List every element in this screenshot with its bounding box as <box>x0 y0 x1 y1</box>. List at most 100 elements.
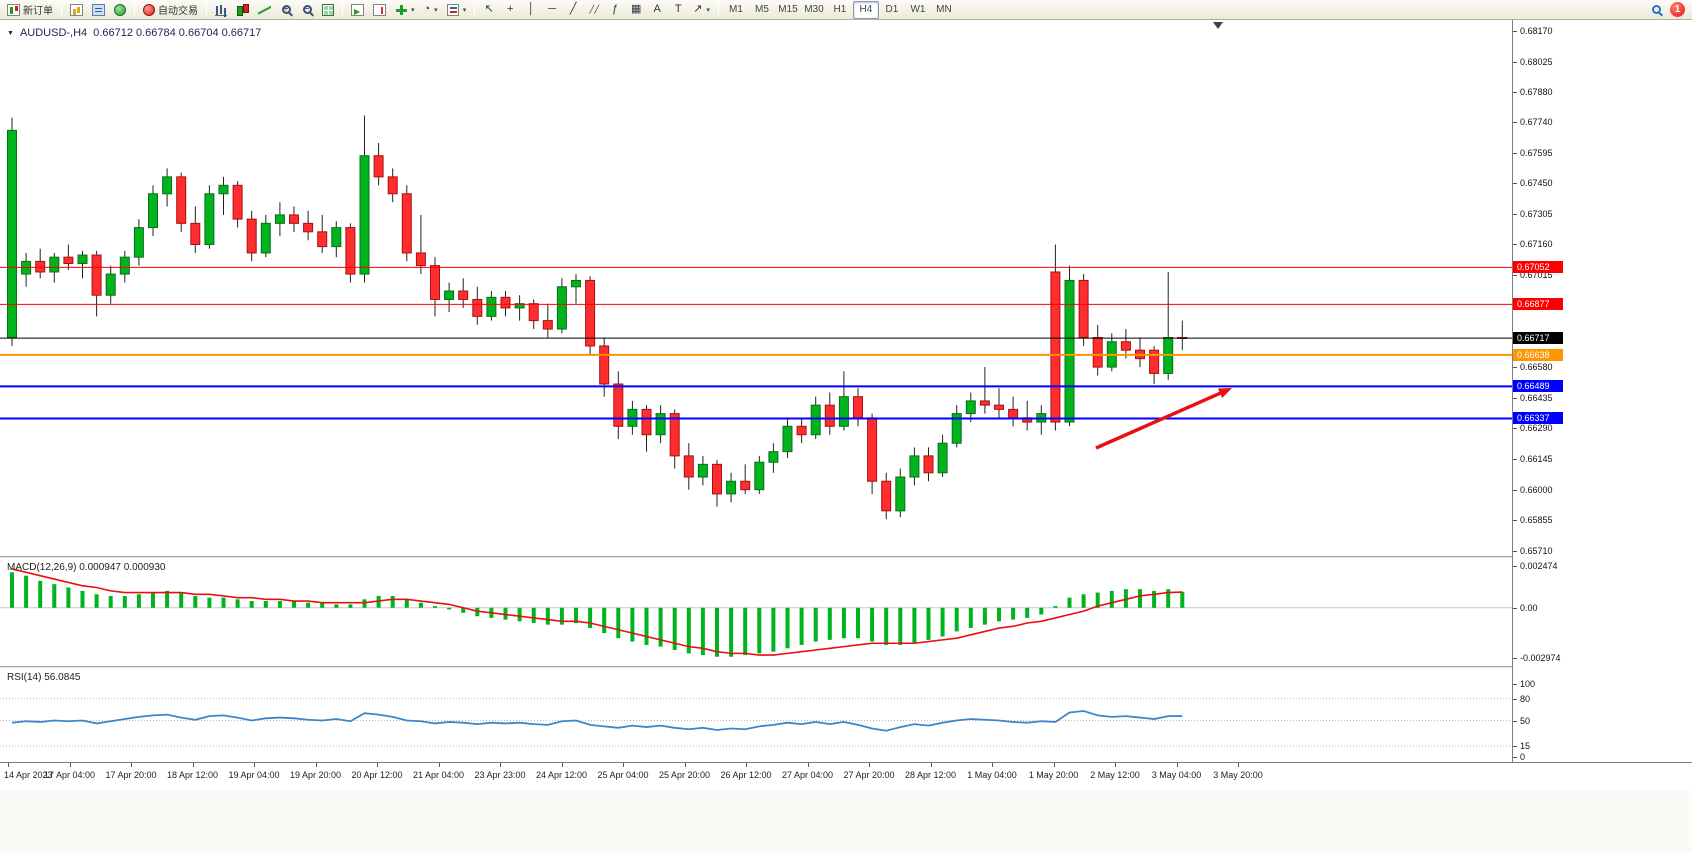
new-order-icon <box>7 3 20 16</box>
trendline-button[interactable]: ╱ <box>563 1 583 19</box>
macd-pane[interactable]: MACD(12,26,9) 0.000947 0.000930 <box>0 558 1512 666</box>
rsi-pane[interactable]: RSI(14) 56.0845 <box>0 668 1512 762</box>
bearish-candle <box>91 254 102 296</box>
macd-histogram-bar <box>799 607 804 645</box>
auto-scroll-button[interactable] <box>347 1 368 19</box>
periods-button[interactable]: ◔ ▾ <box>423 3 438 15</box>
pane-splitter[interactable] <box>0 666 1692 668</box>
time-label: 18 Apr 12:00 <box>166 770 219 780</box>
macd-histogram-bar <box>1152 590 1157 608</box>
scale-label: -0.002974 <box>1520 653 1561 663</box>
time-tick <box>684 763 686 767</box>
auto-scroll-icon <box>351 3 364 16</box>
timeframe-m30-button[interactable]: M30 <box>804 4 824 15</box>
macd-histogram-bar <box>545 607 550 625</box>
bullish-candle <box>571 279 581 288</box>
pane-splitter[interactable] <box>0 556 1692 558</box>
time-label: 26 Apr 12:00 <box>720 770 772 780</box>
time-tick <box>1115 763 1116 767</box>
candlestick-canvas[interactable] <box>0 20 1512 556</box>
vertical-line-button[interactable]: │ <box>521 1 541 19</box>
timeframe-m15-button[interactable]: M15 <box>778 4 798 15</box>
macd-histogram-bar <box>602 607 607 634</box>
timeframe-w1-button[interactable]: W1 <box>910 4 926 15</box>
chart-dropdown-icon[interactable]: ▼ <box>7 29 14 37</box>
macd-histogram-bar <box>644 607 649 645</box>
search-button[interactable] <box>1646 1 1666 19</box>
candlestick-chart-button[interactable] <box>232 1 253 19</box>
auto-trading-button[interactable]: 自动交易 <box>139 1 202 19</box>
text-label-button[interactable]: T <box>668 1 688 19</box>
profiles-button[interactable] <box>88 1 109 19</box>
tile-windows-button[interactable] <box>318 1 338 19</box>
time-tick <box>377 763 378 767</box>
timeframe-d1-button[interactable]: D1 <box>885 4 899 15</box>
refresh-icon <box>114 3 126 16</box>
macd-histogram-bar <box>1138 589 1142 608</box>
bearish-candle <box>1092 337 1103 368</box>
time-tick <box>1053 763 1055 767</box>
macd-histogram-bar <box>1067 597 1072 608</box>
macd-histogram-bar <box>404 599 409 608</box>
bearish-candle <box>740 480 751 491</box>
chart-shift-button[interactable] <box>369 1 390 19</box>
scale-tick <box>1513 275 1517 276</box>
channel-icon: ╱╱ <box>589 4 600 14</box>
new-chart-button[interactable] <box>66 1 87 19</box>
bullish-candle <box>260 222 271 254</box>
macd-histogram-bar <box>757 607 762 654</box>
zoom-out-button[interactable]: − <box>297 1 317 19</box>
cursor-button[interactable]: ↖ <box>479 1 499 19</box>
crosshair-button[interactable]: + <box>500 1 520 19</box>
price-scale[interactable]: 0.68170 0.68025 0.67880 0.67740 0.67595 0.674… <box>1513 20 1692 762</box>
trendline-icon: ╱ <box>569 3 577 15</box>
main-chart-pane[interactable]: ▼ AUDUSD-,H4 0.66712 0.66784 0.66704 0.6… <box>0 20 1512 556</box>
shapes-button[interactable]: ▦ <box>626 1 646 19</box>
timeframe-m1-button[interactable]: M1 <box>728 4 743 15</box>
text-button[interactable]: A <box>647 1 667 19</box>
horizontal-line-button[interactable]: ─ <box>542 1 562 19</box>
macd-histogram-bar <box>66 587 71 608</box>
fibonacci-button[interactable]: ƒ <box>605 1 625 19</box>
zoom-in-button[interactable]: + <box>276 1 296 19</box>
scale-label: 0.66580 <box>1520 362 1553 372</box>
notification-badge[interactable]: 1 <box>1670 2 1685 17</box>
bearish-candle <box>63 256 74 265</box>
rsi-canvas[interactable] <box>0 668 1512 762</box>
arrows-button[interactable]: ↗ ▾ <box>693 3 710 15</box>
scale-tick <box>1513 92 1517 93</box>
macd-histogram-bar <box>1011 607 1016 620</box>
time-tick <box>869 763 870 767</box>
scale-label: 0.67160 <box>1520 239 1553 249</box>
bullish-candle <box>274 214 285 224</box>
time-label: 17 Apr 20:00 <box>105 770 157 780</box>
macd-histogram-bar <box>827 607 832 640</box>
macd-histogram-bar <box>884 607 889 645</box>
auto-trading-label: 自动交易 <box>158 6 198 17</box>
indicators-button[interactable]: ▾ <box>391 1 419 19</box>
time-axis[interactable]: 14 Apr 2023 17 Apr 04:00 17 Apr 20:00 18 Ap… <box>0 762 1692 790</box>
templates-button[interactable]: ▾ <box>443 1 471 19</box>
macd-canvas[interactable] <box>0 558 1512 666</box>
scale-label: 0.67015 <box>1520 270 1553 280</box>
bullish-candle <box>697 463 708 478</box>
scale-label: 0.66145 <box>1520 454 1553 464</box>
timeframe-m5-button[interactable]: M5 <box>754 4 769 15</box>
scale-tick <box>1513 721 1517 722</box>
bar-chart-button[interactable] <box>211 1 231 19</box>
refresh-button[interactable] <box>110 1 130 19</box>
macd-histogram-bar <box>136 594 141 608</box>
timeframe-mn-button[interactable]: MN <box>936 4 952 15</box>
new-order-button[interactable]: 新订单 <box>3 1 57 19</box>
macd-histogram-bar <box>24 575 29 608</box>
bearish-candle <box>542 320 553 330</box>
line-chart-button[interactable] <box>254 1 275 19</box>
timeframe-h4-button[interactable]: H4 <box>852 0 879 19</box>
bearish-candle <box>289 214 299 224</box>
channel-button[interactable]: ╱╱ <box>584 1 604 19</box>
timeframe-h1-button[interactable]: H1 <box>833 4 847 15</box>
trend-arrow <box>1095 388 1228 450</box>
time-label: 21 Apr 04:00 <box>412 770 465 780</box>
macd-histogram-bar <box>249 601 254 608</box>
bearish-candle <box>415 252 426 267</box>
